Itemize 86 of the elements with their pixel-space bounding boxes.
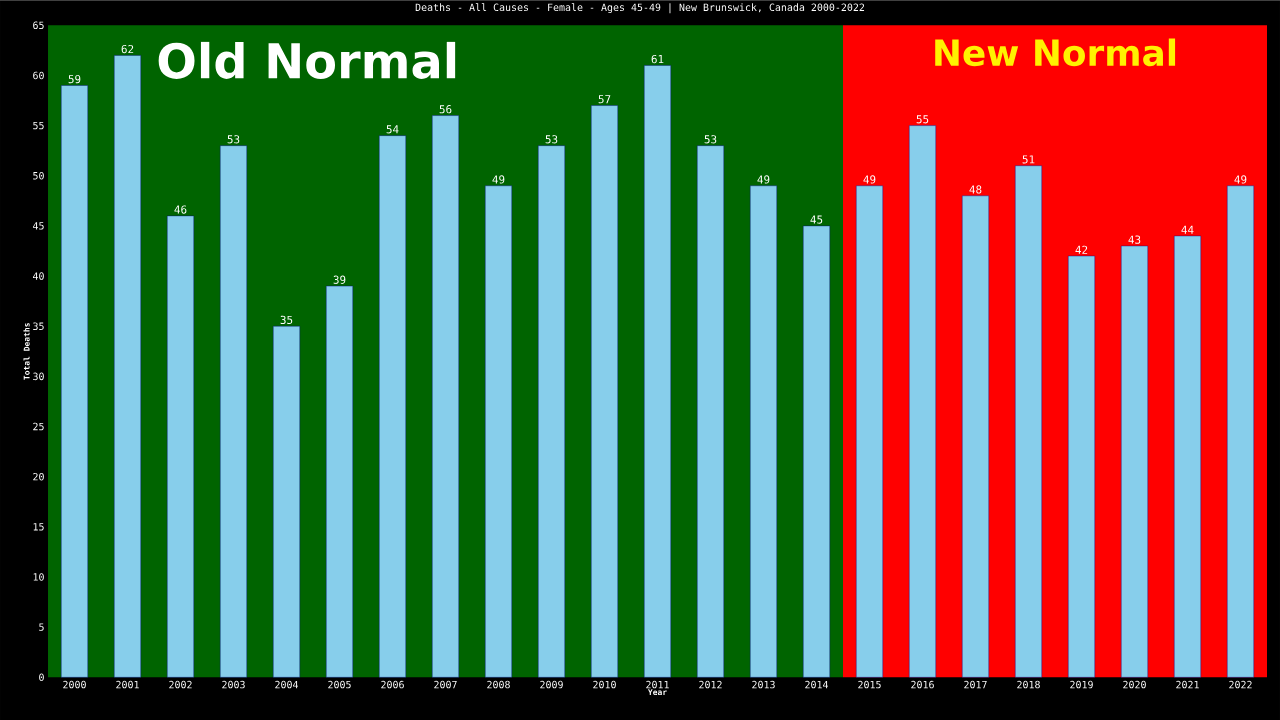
- bar: [909, 125, 936, 678]
- bar: [1174, 235, 1201, 678]
- x-tick-label: 2009: [540, 680, 563, 689]
- data-label: 43: [1128, 235, 1141, 244]
- y-tick-label: 40: [32, 272, 44, 280]
- data-label: 45: [810, 215, 823, 224]
- x-tick-label: 2019: [1070, 680, 1093, 689]
- x-tick-label: 2020: [1123, 680, 1146, 689]
- bar: [1121, 245, 1148, 678]
- data-label: 49: [863, 175, 876, 184]
- x-tick-label: 2011: [646, 680, 669, 689]
- x-tick-label: 2004: [275, 680, 299, 689]
- x-tick-label: 2017: [964, 680, 987, 689]
- data-label: 48: [969, 185, 982, 194]
- bar: [167, 215, 194, 678]
- bar: [220, 145, 247, 678]
- bar: [432, 115, 459, 678]
- data-label: 39: [333, 275, 346, 284]
- x-tick-label: 2003: [222, 680, 245, 689]
- y-tick-label: 45: [32, 222, 44, 230]
- bar: [697, 145, 724, 678]
- y-tick-label: 65: [33, 21, 44, 29]
- x-tick-label: 2015: [858, 680, 881, 689]
- bar: [644, 65, 671, 678]
- y-tick-label: 5: [39, 623, 44, 631]
- data-label: 42: [1075, 245, 1088, 254]
- y-tick-label: 10: [33, 573, 44, 581]
- x-tick-label: 2016: [911, 680, 934, 689]
- band-label: Old Normal: [158, 41, 456, 79]
- x-tick-label: 2010: [593, 680, 616, 689]
- bar: [962, 195, 989, 678]
- bar: [538, 145, 565, 678]
- bar: [61, 85, 88, 678]
- y-tick-label: 30: [33, 372, 44, 380]
- y-tick-label: 25: [33, 422, 44, 431]
- x-tick-label: 2022: [1229, 680, 1252, 689]
- y-tick-label: 20: [33, 472, 44, 481]
- bar: [379, 135, 406, 678]
- bar: [591, 105, 618, 678]
- bar: [1015, 165, 1042, 678]
- y-tick-label: 0: [39, 673, 44, 681]
- data-label: 49: [757, 175, 770, 184]
- bar: [803, 225, 830, 678]
- y-tick-label: 60: [33, 71, 44, 80]
- data-label: 53: [545, 135, 558, 144]
- x-tick-label: 2007: [434, 680, 457, 689]
- data-label: 35: [280, 315, 293, 324]
- data-label: 51: [1022, 155, 1035, 164]
- bar: [750, 185, 777, 678]
- x-tick-label: 2021: [1176, 680, 1199, 689]
- bar: [856, 185, 883, 678]
- data-label: 61: [651, 54, 664, 64]
- y-tick-label: 55: [33, 121, 44, 130]
- x-tick-label: 2006: [381, 680, 404, 689]
- data-label: 59: [68, 74, 81, 84]
- data-label: 46: [174, 205, 187, 214]
- bar: [1068, 255, 1095, 678]
- data-label: 56: [439, 104, 452, 114]
- chart-title: Deaths - All Causes - Female - Ages 45-49 | New Brunswick, Canada 2000-2022: [415, 3, 865, 14]
- data-label: 49: [1234, 175, 1247, 184]
- x-tick-label: 2014: [805, 680, 829, 689]
- y-tick-label: 15: [33, 522, 44, 531]
- bar: [273, 325, 300, 678]
- x-tick-label: 2000: [63, 680, 86, 689]
- bar: [485, 185, 512, 678]
- x-tick-label: 2001: [116, 680, 139, 689]
- x-tick-label: 2002: [169, 680, 192, 689]
- x-tick-label: 2005: [328, 680, 351, 689]
- bar: [114, 55, 141, 678]
- data-label: 54: [386, 125, 399, 134]
- x-tick-label: 2008: [487, 680, 510, 689]
- data-label: 44: [1181, 225, 1194, 234]
- data-label: 53: [704, 135, 717, 144]
- band-label: New Normal: [935, 38, 1176, 67]
- data-label: 62: [121, 44, 134, 54]
- data-label: 49: [492, 175, 505, 184]
- x-tick-label: 2013: [752, 680, 775, 689]
- data-label: 55: [916, 115, 929, 124]
- y-tick-label: 35: [33, 322, 44, 330]
- data-label: 57: [598, 95, 611, 104]
- data-label: 53: [227, 135, 240, 144]
- bar: [1227, 185, 1254, 678]
- x-tick-label: 2018: [1017, 680, 1040, 689]
- bar: [326, 285, 353, 678]
- y-tick-label: 50: [33, 171, 44, 180]
- x-tick-label: 2012: [699, 680, 722, 689]
